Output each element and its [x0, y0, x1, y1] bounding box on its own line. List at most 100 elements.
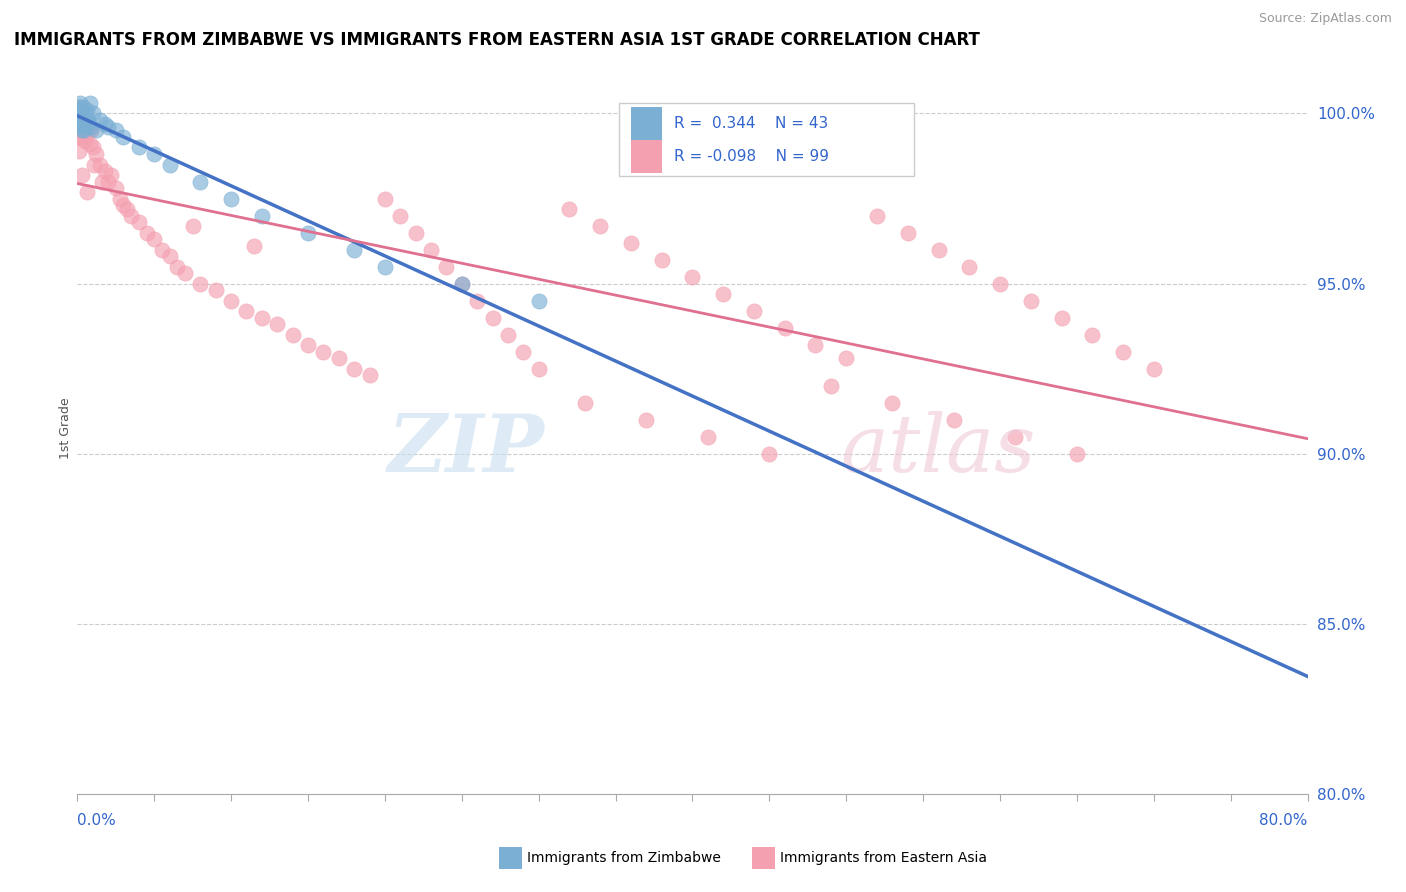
Point	[128, 140, 150, 154]
Point	[82, 106, 104, 120]
Point	[188, 277, 212, 291]
Point	[742, 303, 765, 318]
Point	[174, 266, 197, 280]
Point	[773, 320, 796, 334]
Point	[73, 123, 96, 137]
FancyBboxPatch shape	[631, 140, 662, 172]
Text: ZIP: ZIP	[388, 411, 546, 489]
Point	[297, 226, 319, 240]
Point	[76, 103, 98, 117]
Point	[69, 117, 91, 131]
Point	[436, 260, 458, 274]
Point	[527, 293, 550, 308]
Point	[80, 123, 103, 137]
Point	[67, 123, 90, 137]
Point	[343, 243, 366, 257]
Point	[70, 123, 93, 137]
Point	[204, 284, 226, 298]
Point	[84, 123, 107, 137]
Point	[69, 117, 91, 131]
Point	[235, 303, 257, 318]
Point	[266, 318, 288, 332]
Point	[942, 412, 965, 426]
Point	[250, 310, 273, 325]
Point	[77, 120, 100, 134]
Point	[219, 293, 242, 308]
Point	[72, 110, 94, 124]
Point	[758, 447, 780, 461]
Point	[90, 174, 114, 188]
Point	[67, 100, 90, 114]
Point	[76, 113, 98, 128]
Point	[79, 96, 101, 111]
Point	[651, 252, 673, 267]
Point	[75, 117, 97, 131]
Point	[70, 120, 93, 134]
Point	[1081, 327, 1104, 342]
Point	[882, 395, 904, 409]
Point	[527, 361, 550, 376]
Point	[150, 243, 173, 257]
Point	[481, 310, 503, 325]
Point	[166, 260, 188, 274]
Point	[636, 412, 658, 426]
Point	[70, 103, 93, 117]
Point	[67, 113, 90, 128]
Point	[1112, 344, 1135, 359]
Point	[143, 232, 166, 246]
Point	[988, 277, 1011, 291]
Point	[465, 293, 488, 308]
Text: 0.0%: 0.0%	[77, 814, 117, 828]
Point	[76, 127, 98, 141]
Point	[243, 239, 266, 253]
Point	[72, 117, 94, 131]
Point	[957, 260, 980, 274]
Point	[115, 202, 138, 216]
Point	[70, 113, 93, 128]
Point	[928, 243, 950, 257]
Point	[69, 120, 91, 134]
Point	[496, 327, 519, 342]
FancyBboxPatch shape	[631, 107, 662, 140]
Point	[297, 338, 319, 352]
Point	[69, 110, 91, 124]
Point	[711, 286, 734, 301]
Text: Source: ZipAtlas.com: Source: ZipAtlas.com	[1258, 12, 1392, 25]
Text: atlas: atlas	[841, 411, 1035, 489]
Point	[135, 226, 157, 240]
Text: Immigrants from Eastern Asia: Immigrants from Eastern Asia	[780, 851, 987, 865]
Point	[128, 215, 150, 229]
Point	[1050, 310, 1073, 325]
FancyBboxPatch shape	[619, 103, 914, 176]
Point	[820, 378, 842, 392]
Point	[574, 395, 596, 409]
Point	[67, 100, 90, 114]
Point	[69, 96, 91, 111]
Point	[120, 209, 142, 223]
Point	[1019, 293, 1042, 308]
Text: IMMIGRANTS FROM ZIMBABWE VS IMMIGRANTS FROM EASTERN ASIA 1ST GRADE CORRELATION C: IMMIGRANTS FROM ZIMBABWE VS IMMIGRANTS F…	[14, 31, 980, 49]
Point	[374, 192, 396, 206]
Point	[512, 344, 534, 359]
Point	[70, 113, 93, 128]
Point	[73, 134, 96, 148]
Point	[104, 123, 127, 137]
Point	[181, 219, 204, 233]
Point	[83, 157, 105, 171]
Point	[281, 327, 304, 342]
Point	[420, 243, 443, 257]
Point	[620, 235, 643, 250]
Point	[343, 361, 366, 376]
Point	[250, 209, 273, 223]
Point	[76, 185, 98, 199]
Point	[112, 198, 135, 212]
Point	[75, 113, 97, 128]
Point	[84, 147, 107, 161]
Point	[67, 123, 90, 137]
Point	[82, 140, 104, 154]
Point	[110, 192, 132, 206]
Point	[219, 192, 242, 206]
Point	[79, 137, 101, 152]
Point	[77, 113, 100, 128]
Text: Immigrants from Zimbabwe: Immigrants from Zimbabwe	[527, 851, 721, 865]
